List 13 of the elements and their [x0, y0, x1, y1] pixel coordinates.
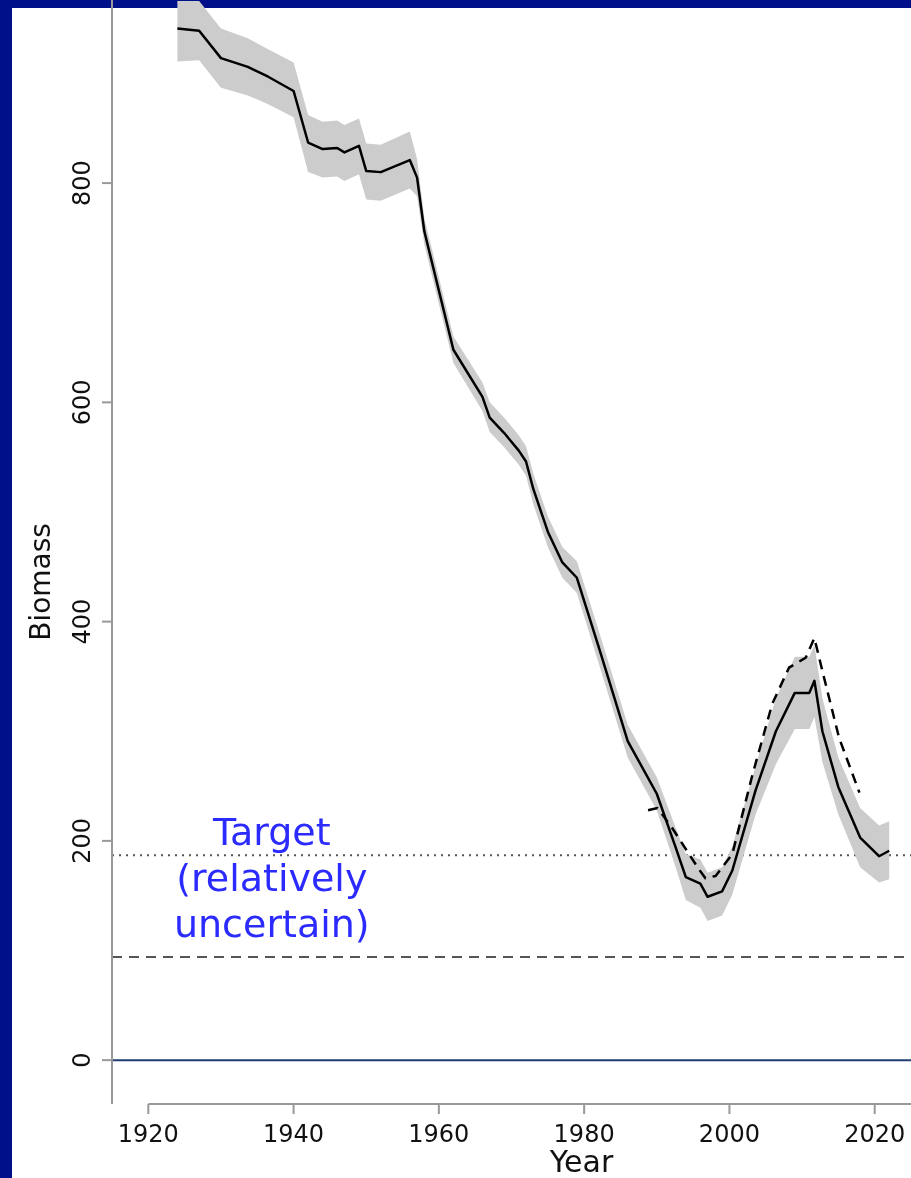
y-tick-label: 800	[68, 160, 96, 206]
x-tick-label: 1940	[263, 1120, 325, 1148]
y-tick-label: 0	[68, 1052, 96, 1068]
x-tick-label: 1920	[117, 1120, 179, 1148]
y-tick-label: 200	[68, 817, 96, 864]
line-series	[646, 636, 861, 880]
y-tick-label: 400	[68, 598, 96, 645]
x-tick-label: 2000	[698, 1120, 760, 1148]
y-axis-title: Biomass	[23, 523, 57, 641]
y-tick-label: 600	[68, 379, 96, 426]
x-tick-label: 1960	[408, 1120, 470, 1148]
annotation: Target (relatively uncertain)	[173, 810, 370, 947]
x-tick-label: 2020	[844, 1120, 906, 1148]
